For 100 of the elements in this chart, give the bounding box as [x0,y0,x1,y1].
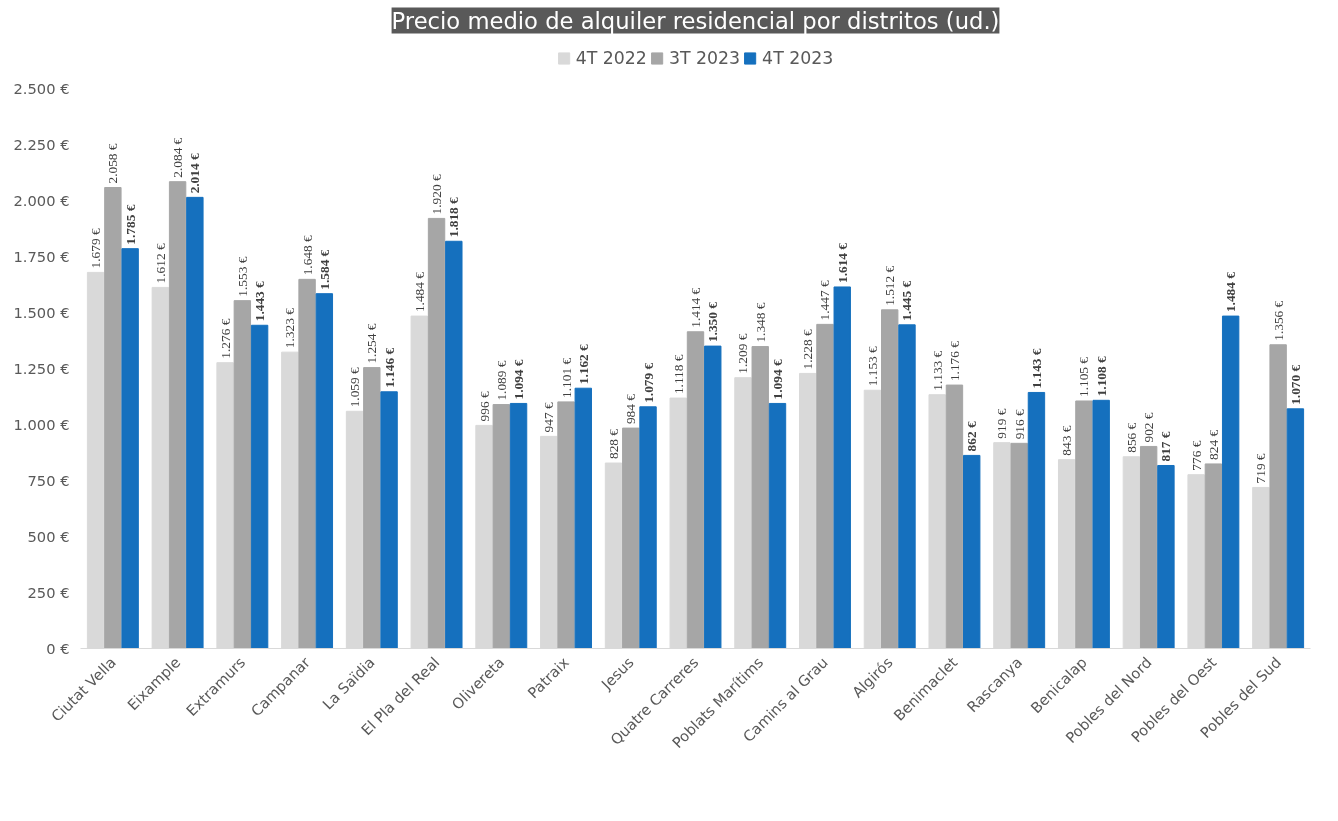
data-label: 1.785 € [122,204,138,245]
data-label: 856 € [1123,422,1139,453]
data-label: 1.614 € [834,242,850,283]
data-label: 817 € [1158,431,1174,462]
bar [1027,391,1046,649]
bar [816,323,834,649]
y-tick-label: 0 € [46,640,70,657]
data-label: 1.153 € [864,345,880,387]
y-tick-label: 1.000 € [13,416,70,433]
bar [768,402,787,649]
bar [881,309,899,649]
bar [1157,464,1175,649]
bar [104,187,122,649]
y-tick-label: 250 € [27,584,70,601]
bar [1286,408,1305,649]
data-label: 1.118 € [670,354,686,395]
bar [168,181,187,649]
data-label: 824 € [1205,429,1221,460]
y-tick-label: 1.500 € [13,304,70,321]
y-tick-label: 1.750 € [13,248,70,265]
data-label: 1.162 € [575,343,591,385]
bar [1269,344,1287,649]
bar [509,402,528,649]
data-label: 1.484 € [411,271,427,313]
bar [445,240,463,649]
legend-label: 4T 2023 [762,48,834,68]
data-label: 1.484 € [1223,271,1239,313]
data-label: 776 € [1188,440,1204,471]
bar [704,345,722,649]
bar [427,217,446,649]
bar [186,196,204,649]
bar [250,324,269,649]
bar [121,248,139,649]
data-label: 1.553 € [234,256,250,297]
y-tick-label: 500 € [27,528,70,545]
data-label: 1.059 € [347,366,363,408]
bar [380,391,398,649]
data-label: 1.276 € [217,318,233,359]
y-tick-label: 2.500 € [13,80,70,97]
data-label: 1.143 € [1028,348,1044,389]
data-label: 1.254 € [364,323,380,364]
data-label: 916 € [1011,408,1027,440]
data-label: 1.323 € [282,307,298,349]
y-tick-label: 2.250 € [13,136,70,153]
data-label: 1.176 € [946,340,962,382]
data-label: 1.108 € [1093,355,1109,397]
bar [1221,315,1240,649]
data-label: 984 € [623,393,639,425]
data-label: 1.445 € [899,280,915,321]
data-label: 1.414 € [688,287,703,328]
data-label: 1.094 € [511,359,527,400]
legend-label: 3T 2023 [668,48,741,68]
bar [557,401,575,649]
bar [751,346,769,649]
bar [963,454,981,649]
data-label: 2.058 € [105,143,121,184]
data-label: 1.584 € [316,249,332,290]
y-tick-label: 2.000 € [13,192,70,209]
data-label: 862 € [964,421,980,452]
data-label: 828 € [606,428,621,460]
data-label: 1.612 € [152,243,168,284]
data-label: 1.094 € [770,359,785,400]
data-label: 1.146 € [381,347,397,388]
bar [363,367,381,649]
data-label: 1.133 € [929,350,945,391]
data-label: 1.512 € [882,265,898,306]
bar [945,384,964,649]
data-label: 2.014 € [187,153,203,194]
data-label: 1.101 € [558,357,574,398]
data-label: 902 € [1141,412,1157,443]
data-label: 1.818 € [446,196,462,238]
data-label: 1.089 € [493,360,509,401]
data-label: 843 € [1059,425,1075,456]
bar [1092,399,1110,649]
bar [492,404,510,649]
legend-label: 4T 2022 [575,48,647,68]
chart-title: Precio medio de alquiler residencial por distritos (ud.) [391,7,1000,34]
data-label: 1.209 € [735,333,751,374]
data-label: 1.920 € [429,174,445,215]
data-label: 1.648 € [299,235,315,276]
bar [898,324,916,649]
data-label: 919 € [994,408,1010,439]
y-tick-label: 1.250 € [13,360,70,377]
data-label: 1.443 € [252,280,268,322]
bar [639,406,657,649]
y-tick-label: 750 € [27,472,70,489]
data-label: 1.079 € [640,362,656,403]
data-label: 996 € [476,391,492,422]
bar [298,278,316,649]
data-label: 1.447 € [817,280,833,321]
bar [686,331,705,649]
bar [1010,442,1028,649]
data-label: 1.350 € [705,301,721,343]
bar [1139,445,1158,649]
bar [1075,400,1093,649]
data-label: 1.228 € [800,329,816,370]
bar [233,300,252,649]
bar [1204,463,1223,649]
data-label: 947 € [541,402,557,433]
data-label: 1.679 € [88,228,104,269]
